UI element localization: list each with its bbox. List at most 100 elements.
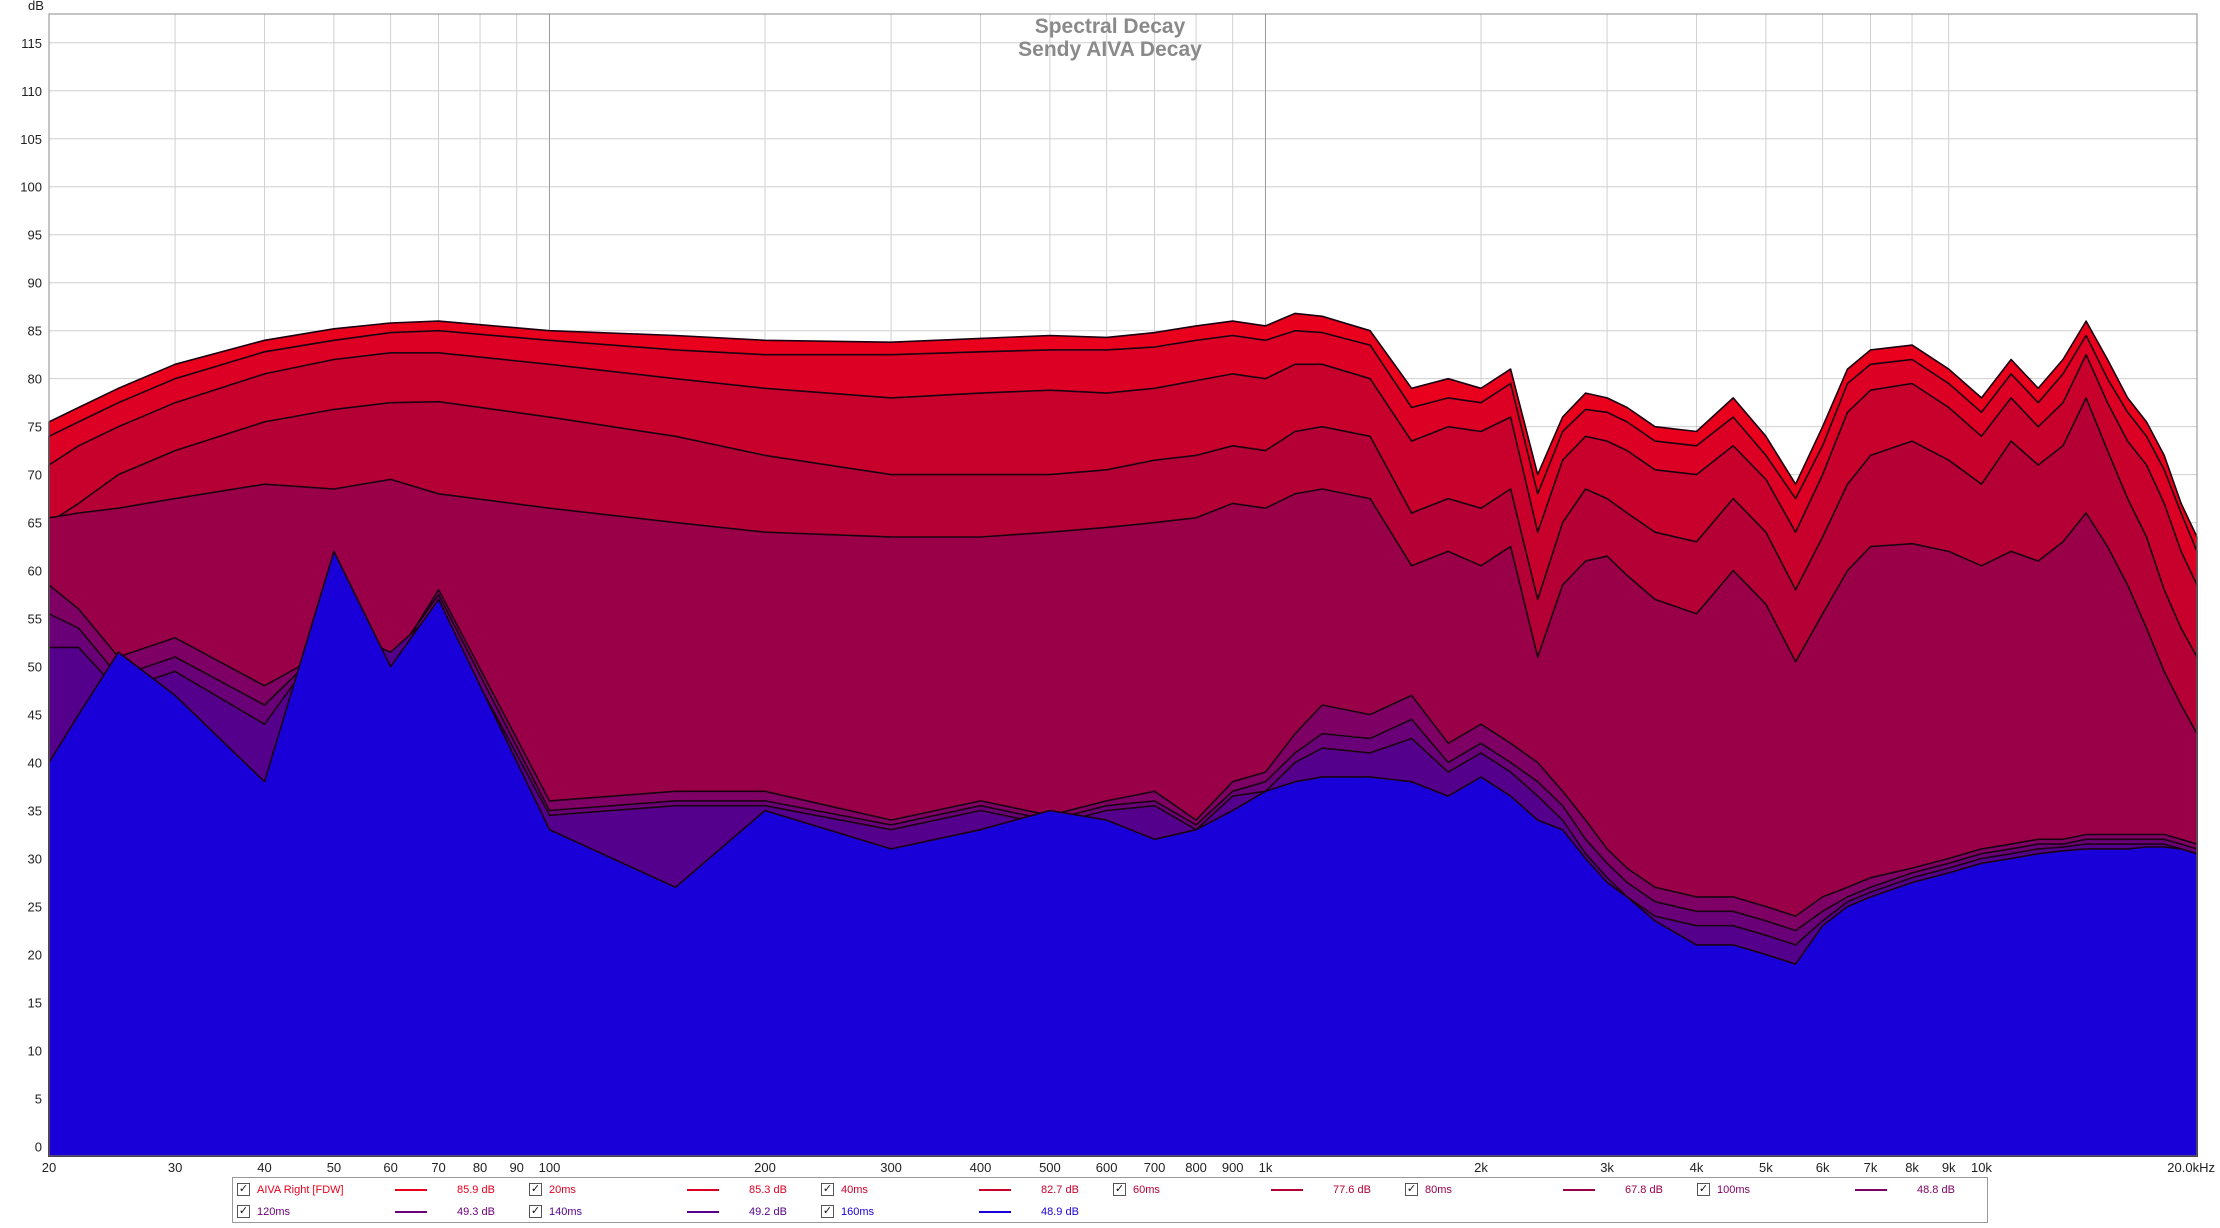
- legend-item: ✓ 80ms 67.8 dB: [1405, 1180, 1695, 1200]
- x-tick-label-2: 40: [257, 1160, 271, 1175]
- x-tick-label-24: 8k: [1905, 1160, 1919, 1175]
- y-tick-label-3: 15: [28, 995, 42, 1010]
- x-tick-label-10: 300: [880, 1160, 902, 1175]
- legend: ✓ AIVA Right [FDW] 85.9 dB ✓ 20ms 85.3 dB ✓ 40m…: [232, 1177, 1988, 1223]
- x-tick-label-0: 20: [42, 1160, 56, 1175]
- legend-checkbox[interactable]: ✓: [1697, 1183, 1710, 1196]
- x-tick-label-14: 700: [1144, 1160, 1166, 1175]
- y-tick-label-18: 90: [28, 276, 42, 291]
- legend-item: ✓ 60ms 77.6 dB: [1113, 1180, 1403, 1200]
- legend-series-name: 60ms: [1133, 1184, 1160, 1196]
- x-tick-label-5: 70: [431, 1160, 445, 1175]
- decay-slices: [48, 312, 2198, 1157]
- legend-level: 48.8 dB: [1917, 1184, 1955, 1196]
- y-tick-label-16: 80: [28, 372, 42, 387]
- y-tick-label-22: 110: [21, 84, 42, 99]
- x-tick-label-11: 400: [970, 1160, 992, 1175]
- x-tick-label-8: 100: [539, 1160, 561, 1175]
- y-tick-label-8: 40: [28, 756, 42, 771]
- x-tick-label-12: 500: [1039, 1160, 1061, 1175]
- y-axis-label: dB: [28, 0, 44, 13]
- legend-checkbox[interactable]: ✓: [529, 1183, 542, 1196]
- legend-swatch: [395, 1189, 427, 1191]
- y-tick-label-19: 95: [28, 228, 42, 243]
- x-tick-label-19: 3k: [1600, 1160, 1614, 1175]
- legend-level: 49.3 dB: [457, 1206, 495, 1218]
- y-tick-label-23: 115: [21, 36, 42, 51]
- x-tick-label-13: 600: [1096, 1160, 1118, 1175]
- legend-series-name: 140ms: [549, 1206, 583, 1218]
- legend-checkbox[interactable]: ✓: [821, 1183, 834, 1196]
- legend-item: ✓ 140ms 49.2 dB: [529, 1202, 819, 1222]
- legend-item: ✓ 40ms 82.7 dB: [821, 1180, 1111, 1200]
- y-tick-label-11: 55: [28, 612, 42, 627]
- legend-checkbox[interactable]: ✓: [1405, 1183, 1418, 1196]
- y-tick-label-15: 75: [28, 420, 42, 435]
- y-tick-label-9: 45: [28, 708, 42, 723]
- legend-level: 77.6 dB: [1333, 1184, 1371, 1196]
- decay-slice-8: [48, 550, 2198, 1157]
- x-tick-label-7: 90: [509, 1160, 523, 1175]
- legend-level: 85.3 dB: [749, 1184, 787, 1196]
- legend-swatch: [395, 1211, 427, 1213]
- x-tick-label-17: 1k: [1259, 1160, 1273, 1175]
- legend-series-name: 160ms: [841, 1206, 875, 1218]
- legend-level: 48.9 dB: [1041, 1206, 1079, 1218]
- legend-swatch: [1271, 1189, 1303, 1191]
- y-tick-label-12: 60: [28, 564, 42, 579]
- legend-swatch: [687, 1189, 719, 1191]
- x-tick-label-6: 80: [473, 1160, 487, 1175]
- legend-swatch: [979, 1189, 1011, 1191]
- legend-swatch: [1563, 1189, 1595, 1191]
- y-tick-label-4: 20: [28, 947, 42, 962]
- y-axis-ticks: 0 5 10 15 20 25 30 35 40 45 50 55 60 65 70 75 80 85 90 95 10…: [20, 36, 42, 1155]
- x-tick-label-27: 20.0kHz: [2167, 1160, 2215, 1175]
- legend-checkbox[interactable]: ✓: [237, 1205, 250, 1218]
- y-tick-label-20: 100: [20, 180, 42, 195]
- x-tick-label-3: 50: [327, 1160, 341, 1175]
- x-tick-label-1: 30: [168, 1160, 182, 1175]
- legend-level: 49.2 dB: [749, 1206, 787, 1218]
- x-tick-label-25: 9k: [1942, 1160, 1956, 1175]
- chart-subtitle: Sendy AIVA Decay: [1018, 38, 1202, 61]
- legend-series-name: 40ms: [841, 1184, 868, 1196]
- x-tick-label-15: 800: [1185, 1160, 1207, 1175]
- y-tick-label-1: 5: [35, 1091, 42, 1106]
- x-tick-label-16: 900: [1222, 1160, 1244, 1175]
- legend-level: 85.9 dB: [457, 1184, 495, 1196]
- legend-level: 82.7 dB: [1041, 1184, 1079, 1196]
- y-tick-label-14: 70: [28, 468, 42, 483]
- legend-series-name: 80ms: [1425, 1184, 1452, 1196]
- legend-item: ✓ 100ms 48.8 dB: [1697, 1180, 1987, 1200]
- y-tick-label-17: 85: [28, 324, 42, 339]
- legend-item: ✓ 20ms 85.3 dB: [529, 1180, 819, 1200]
- legend-series-name: AIVA Right [FDW]: [257, 1184, 344, 1196]
- legend-swatch: [979, 1211, 1011, 1213]
- legend-item: ✓ 160ms 48.9 dB: [821, 1202, 1111, 1222]
- legend-level: 67.8 dB: [1625, 1184, 1663, 1196]
- y-tick-label-5: 25: [28, 899, 42, 914]
- x-tick-label-9: 200: [754, 1160, 776, 1175]
- y-tick-label-0: 0: [35, 1139, 42, 1154]
- legend-swatch: [687, 1211, 719, 1213]
- legend-checkbox[interactable]: ✓: [237, 1183, 250, 1196]
- legend-series-name: 100ms: [1717, 1184, 1751, 1196]
- x-tick-label-22: 6k: [1816, 1160, 1830, 1175]
- legend-checkbox[interactable]: ✓: [821, 1205, 834, 1218]
- legend-series-name: 120ms: [257, 1206, 291, 1218]
- y-tick-label-10: 50: [28, 660, 42, 675]
- x-tick-label-26: 10k: [1971, 1160, 1992, 1175]
- x-tick-label-21: 5k: [1759, 1160, 1773, 1175]
- legend-item: ✓ AIVA Right [FDW] 85.9 dB: [237, 1180, 527, 1200]
- chart-title: Spectral Decay: [1035, 15, 1186, 38]
- legend-checkbox[interactable]: ✓: [1113, 1183, 1126, 1196]
- x-tick-label-4: 60: [383, 1160, 397, 1175]
- plot-frame: [48, 13, 2198, 1157]
- legend-series-name: 20ms: [549, 1184, 576, 1196]
- x-tick-label-20: 4k: [1690, 1160, 1704, 1175]
- legend-item: ✓ 120ms 49.3 dB: [237, 1202, 527, 1222]
- x-tick-label-23: 7k: [1864, 1160, 1878, 1175]
- legend-checkbox[interactable]: ✓: [529, 1205, 542, 1218]
- x-tick-label-18: 2k: [1474, 1160, 1488, 1175]
